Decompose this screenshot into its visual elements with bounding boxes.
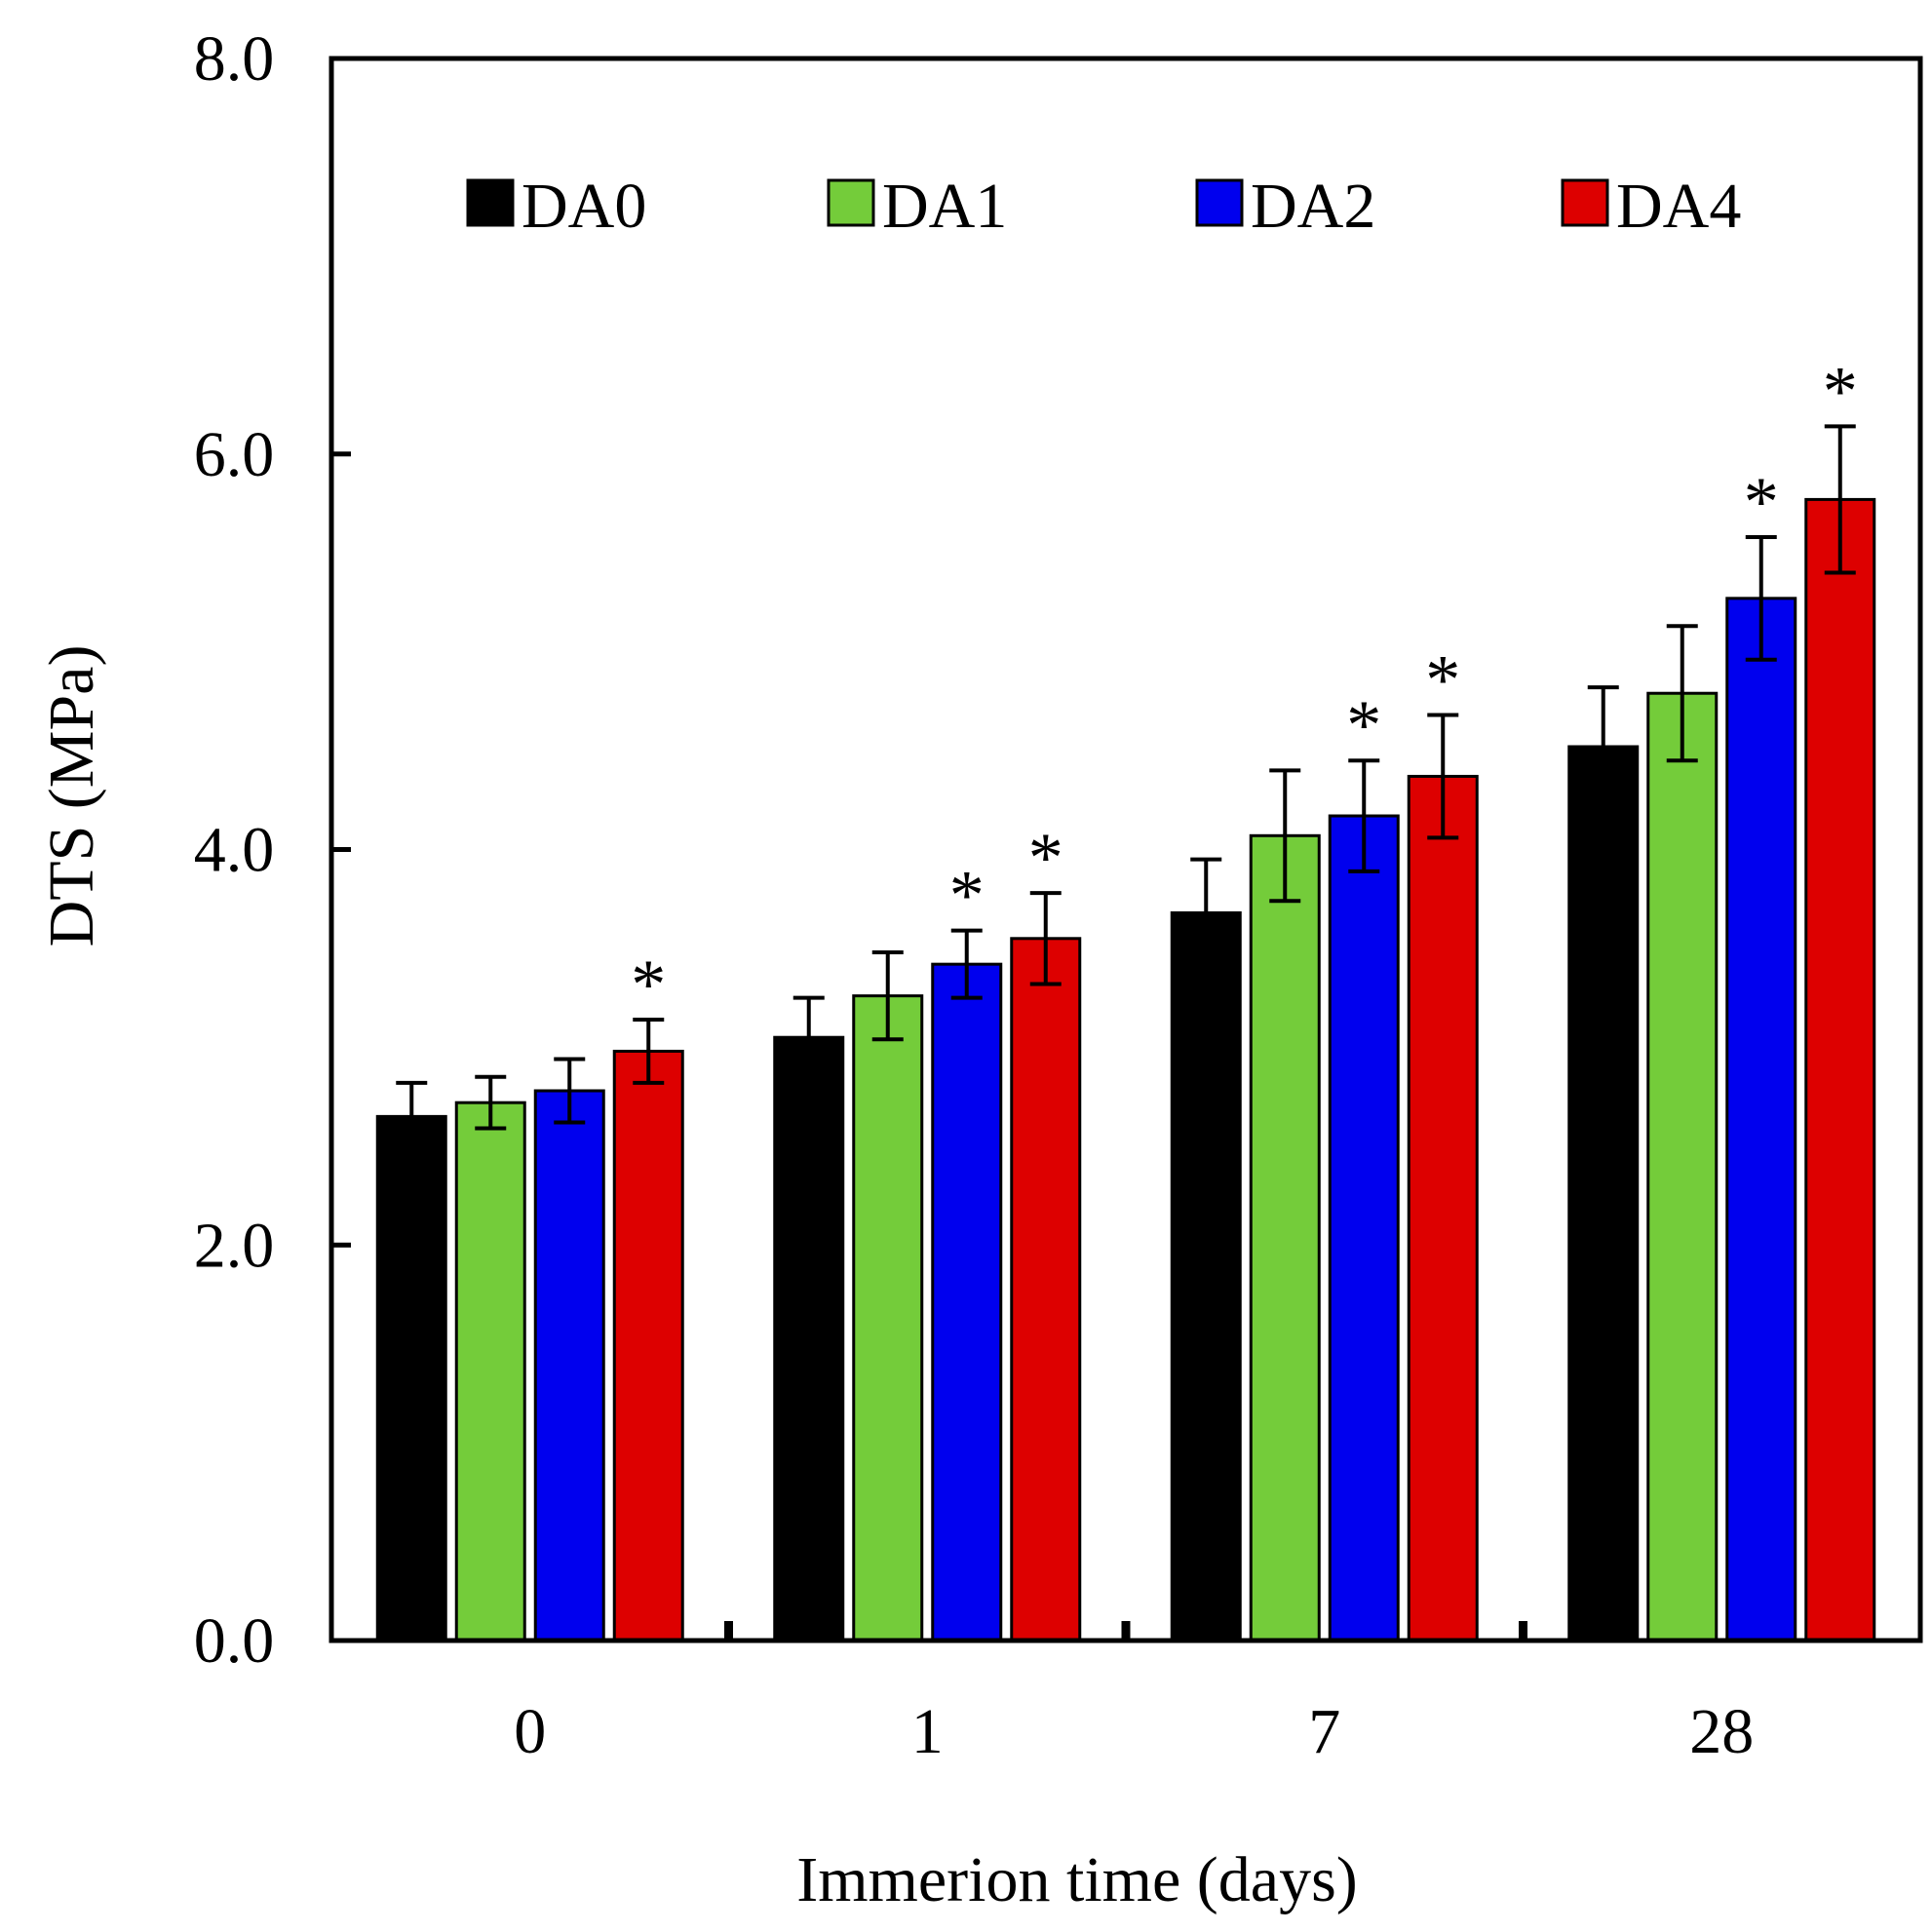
error-bar-da0-0 — [396, 1080, 428, 1152]
x-tick-label: 1 — [911, 1696, 944, 1767]
significance-star: * — [1823, 352, 1858, 430]
y-tick-label: 4.0 — [194, 815, 275, 886]
bar-da4-7 — [1407, 774, 1479, 1642]
significance-star: * — [631, 946, 666, 1024]
significance-star: * — [949, 857, 985, 935]
y-tick-label: 6.0 — [194, 419, 275, 490]
y-axis-label: DTS (MPa) — [36, 645, 107, 947]
y-tick-label: 0.0 — [194, 1605, 275, 1677]
x-axis-tick-labels: 0 1 7 28 — [514, 1696, 1754, 1767]
bar-da1-7 — [1249, 833, 1321, 1642]
error-bar-da0-1 — [792, 995, 825, 1079]
legend-swatch — [1561, 178, 1609, 227]
error-bar-da2-28 — [1745, 534, 1777, 662]
error-bar-da2-7 — [1348, 758, 1380, 873]
error-bar-da1-0 — [475, 1074, 507, 1131]
error-bar-da4-1 — [1029, 891, 1062, 986]
error-bar-da1-28 — [1666, 624, 1698, 763]
x-axis-label: Immerion time (days) — [796, 1844, 1358, 1915]
bar-da0-7 — [1170, 910, 1242, 1642]
bar-da2-0 — [533, 1089, 605, 1642]
y-axis-ticks: 0.0 2.0 4.0 6.0 8.0 — [194, 23, 1527, 1677]
legend-item-da1: DA1 — [827, 171, 1007, 242]
error-bar-da4-0 — [633, 1017, 665, 1085]
legend-label: DA1 — [882, 171, 1007, 242]
x-tick-label: 28 — [1689, 1696, 1754, 1767]
bar-da2-28 — [1725, 597, 1797, 1642]
error-bar-da1-1 — [871, 949, 904, 1042]
error-bar-da0-28 — [1587, 685, 1619, 808]
legend-swatch — [1195, 178, 1244, 227]
y-tick-label: 8.0 — [194, 23, 275, 95]
error-bar-da1-7 — [1269, 768, 1301, 904]
bar-da1-0 — [454, 1101, 526, 1642]
error-bar-da0-7 — [1190, 857, 1222, 969]
legend-label: DA4 — [1616, 171, 1741, 242]
bar-da0-0 — [375, 1114, 447, 1642]
legend-label: DA0 — [522, 171, 646, 242]
bar-da0-28 — [1567, 745, 1640, 1642]
bars — [375, 497, 1876, 1642]
y-tick-label: 2.0 — [194, 1210, 275, 1281]
bar-da2-7 — [1328, 814, 1400, 1642]
bar-da4-0 — [612, 1049, 684, 1642]
significance-star: * — [1744, 463, 1779, 541]
bar-da4-28 — [1804, 497, 1876, 1642]
error-bars — [396, 424, 1856, 1152]
legend-item-da2: DA2 — [1195, 171, 1375, 242]
error-bar-da2-0 — [554, 1057, 586, 1125]
significance-star: * — [1425, 641, 1460, 719]
bar-da1-1 — [852, 994, 924, 1642]
bar-da4-1 — [1010, 937, 1082, 1642]
legend-item-da0: DA0 — [466, 171, 646, 242]
legend-swatch — [827, 178, 875, 227]
error-bar-da2-1 — [950, 928, 983, 1000]
significance-markers: * * * * * * * — [631, 352, 1858, 1024]
bar-da2-1 — [931, 962, 1003, 1642]
legend-item-da4: DA4 — [1561, 171, 1741, 242]
error-bar-da4-7 — [1427, 713, 1459, 840]
legend: DA0 DA1 DA2 DA4 — [466, 171, 1741, 242]
significance-star: * — [1028, 819, 1063, 897]
legend-label: DA2 — [1251, 171, 1375, 242]
significance-star: * — [1346, 686, 1381, 764]
bar-da1-28 — [1646, 691, 1719, 1642]
error-bar-da4-28 — [1824, 424, 1856, 575]
x-tick-label: 7 — [1308, 1696, 1340, 1767]
plot-frame — [328, 56, 1923, 1643]
legend-swatch — [466, 178, 515, 227]
x-tick-label: 0 — [514, 1696, 546, 1767]
bar-da0-1 — [773, 1035, 845, 1642]
